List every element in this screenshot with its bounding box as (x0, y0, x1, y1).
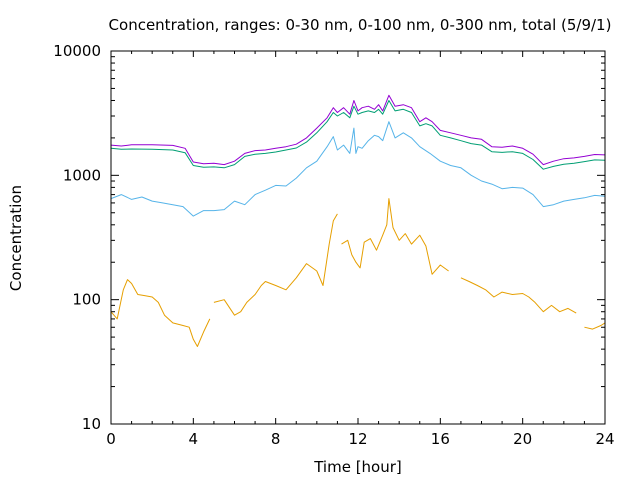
x-tick-label: 24 (595, 430, 614, 448)
x-tick-label: 4 (189, 430, 199, 448)
series-line-1 (110, 94, 606, 166)
y-tick-label: 1000 (63, 166, 101, 184)
y-tick-label: 100 (72, 291, 101, 309)
y-tick-label: 10000 (53, 42, 101, 60)
series-line-4 (584, 322, 606, 330)
y-axis-label: Concentration (7, 185, 25, 291)
x-tick-label: 20 (513, 430, 532, 448)
y-tick-group: 10 100 1000 10000 (53, 42, 605, 433)
plot-frame (110, 50, 606, 425)
y-tick-label: 10 (82, 415, 101, 433)
x-tick-label: 12 (348, 430, 367, 448)
series-line-4 (460, 277, 577, 314)
x-tick-label: 8 (271, 430, 281, 448)
x-tick-label: 0 (106, 430, 116, 448)
series-line-4 (110, 279, 211, 347)
series-group (110, 94, 606, 347)
series-line-4 (341, 198, 449, 275)
series-line-4 (213, 213, 338, 316)
series-line-2 (110, 100, 606, 170)
x-axis-label: Time [hour] (313, 458, 402, 476)
series-line-3 (110, 121, 606, 217)
chart-title: Concentration, ranges: 0-30 nm, 0-100 nm… (109, 16, 612, 34)
x-tick-label: 16 (431, 430, 450, 448)
